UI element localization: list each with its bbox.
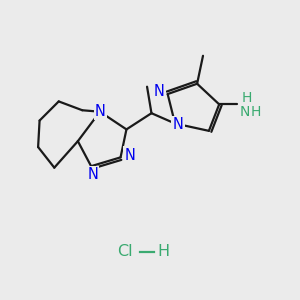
- Text: H: H: [242, 92, 252, 106]
- Text: N: N: [87, 167, 98, 182]
- Text: H: H: [251, 105, 261, 119]
- Text: Cl: Cl: [117, 244, 133, 259]
- Text: N: N: [172, 118, 183, 133]
- Text: N: N: [240, 105, 250, 119]
- Text: N: N: [124, 148, 135, 163]
- Text: N: N: [95, 103, 106, 118]
- Text: H: H: [157, 244, 169, 259]
- Text: N: N: [154, 84, 165, 99]
